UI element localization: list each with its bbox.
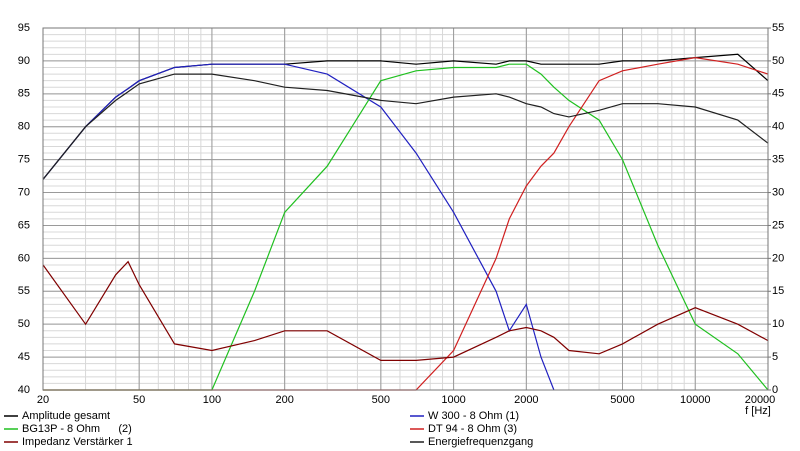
x-tick-label: 2000 (514, 394, 538, 406)
y-tick-label: 85 (18, 88, 30, 100)
y2-tick-label: 30 (772, 186, 784, 198)
series-line (42, 260, 769, 361)
y-tick-label: 65 (18, 219, 30, 231)
y-tick-label: 95 (18, 22, 30, 34)
series-line (42, 63, 555, 391)
x-tick-label: 200 (275, 394, 293, 406)
y-tick-label: 50 (18, 318, 30, 330)
x-axis-label: f [Hz] (745, 405, 771, 417)
y-tick-label: 80 (18, 121, 30, 133)
legend-label: Impedanz Verstärker 1 (22, 436, 133, 448)
y-tick-label: 75 (18, 154, 30, 166)
y2-tick-label: 50 (772, 55, 784, 67)
y-tick-label: 55 (18, 285, 30, 297)
y2-tick-label: 40 (772, 121, 784, 133)
x-tick-label: 1000 (441, 394, 465, 406)
y-tick-label: 40 (18, 384, 30, 396)
y2-tick-label: 20 (772, 252, 784, 264)
y-tick-label: 90 (18, 55, 30, 67)
x-tick-label: 100 (203, 394, 221, 406)
legend-label: Energiefrequenzgang (428, 436, 533, 448)
y2-tick-label: 15 (772, 285, 784, 297)
y2-tick-label: 0 (772, 384, 778, 396)
y2-tick-label: 25 (772, 219, 784, 231)
y2-tick-label: 45 (772, 88, 784, 100)
y-tick-label: 60 (18, 252, 30, 264)
y2-tick-label: 5 (772, 351, 778, 363)
y-tick-label: 70 (18, 186, 30, 198)
x-tick-label: 20000 (745, 394, 776, 406)
y-tick-label: 45 (18, 351, 30, 363)
x-tick-label: 5000 (610, 394, 634, 406)
series-line (42, 73, 769, 180)
grid (42, 27, 769, 391)
legend-label: DT 94 - 8 Ohm (3) (428, 423, 517, 435)
legend-label: W 300 - 8 Ohm (1) (428, 410, 519, 422)
legend-label: BG13P - 8 Ohm (2) (22, 423, 132, 435)
x-tick-label: 50 (133, 394, 145, 406)
y2-tick-label: 55 (772, 22, 784, 34)
x-tick-label: 10000 (680, 394, 711, 406)
legend-label: Amplitude gesamt (22, 410, 110, 422)
x-tick-label: 500 (372, 394, 390, 406)
y2-tick-label: 35 (772, 154, 784, 166)
plot-frame (42, 27, 769, 391)
x-tick-label: 20 (37, 394, 49, 406)
y2-tick-label: 10 (772, 318, 784, 330)
